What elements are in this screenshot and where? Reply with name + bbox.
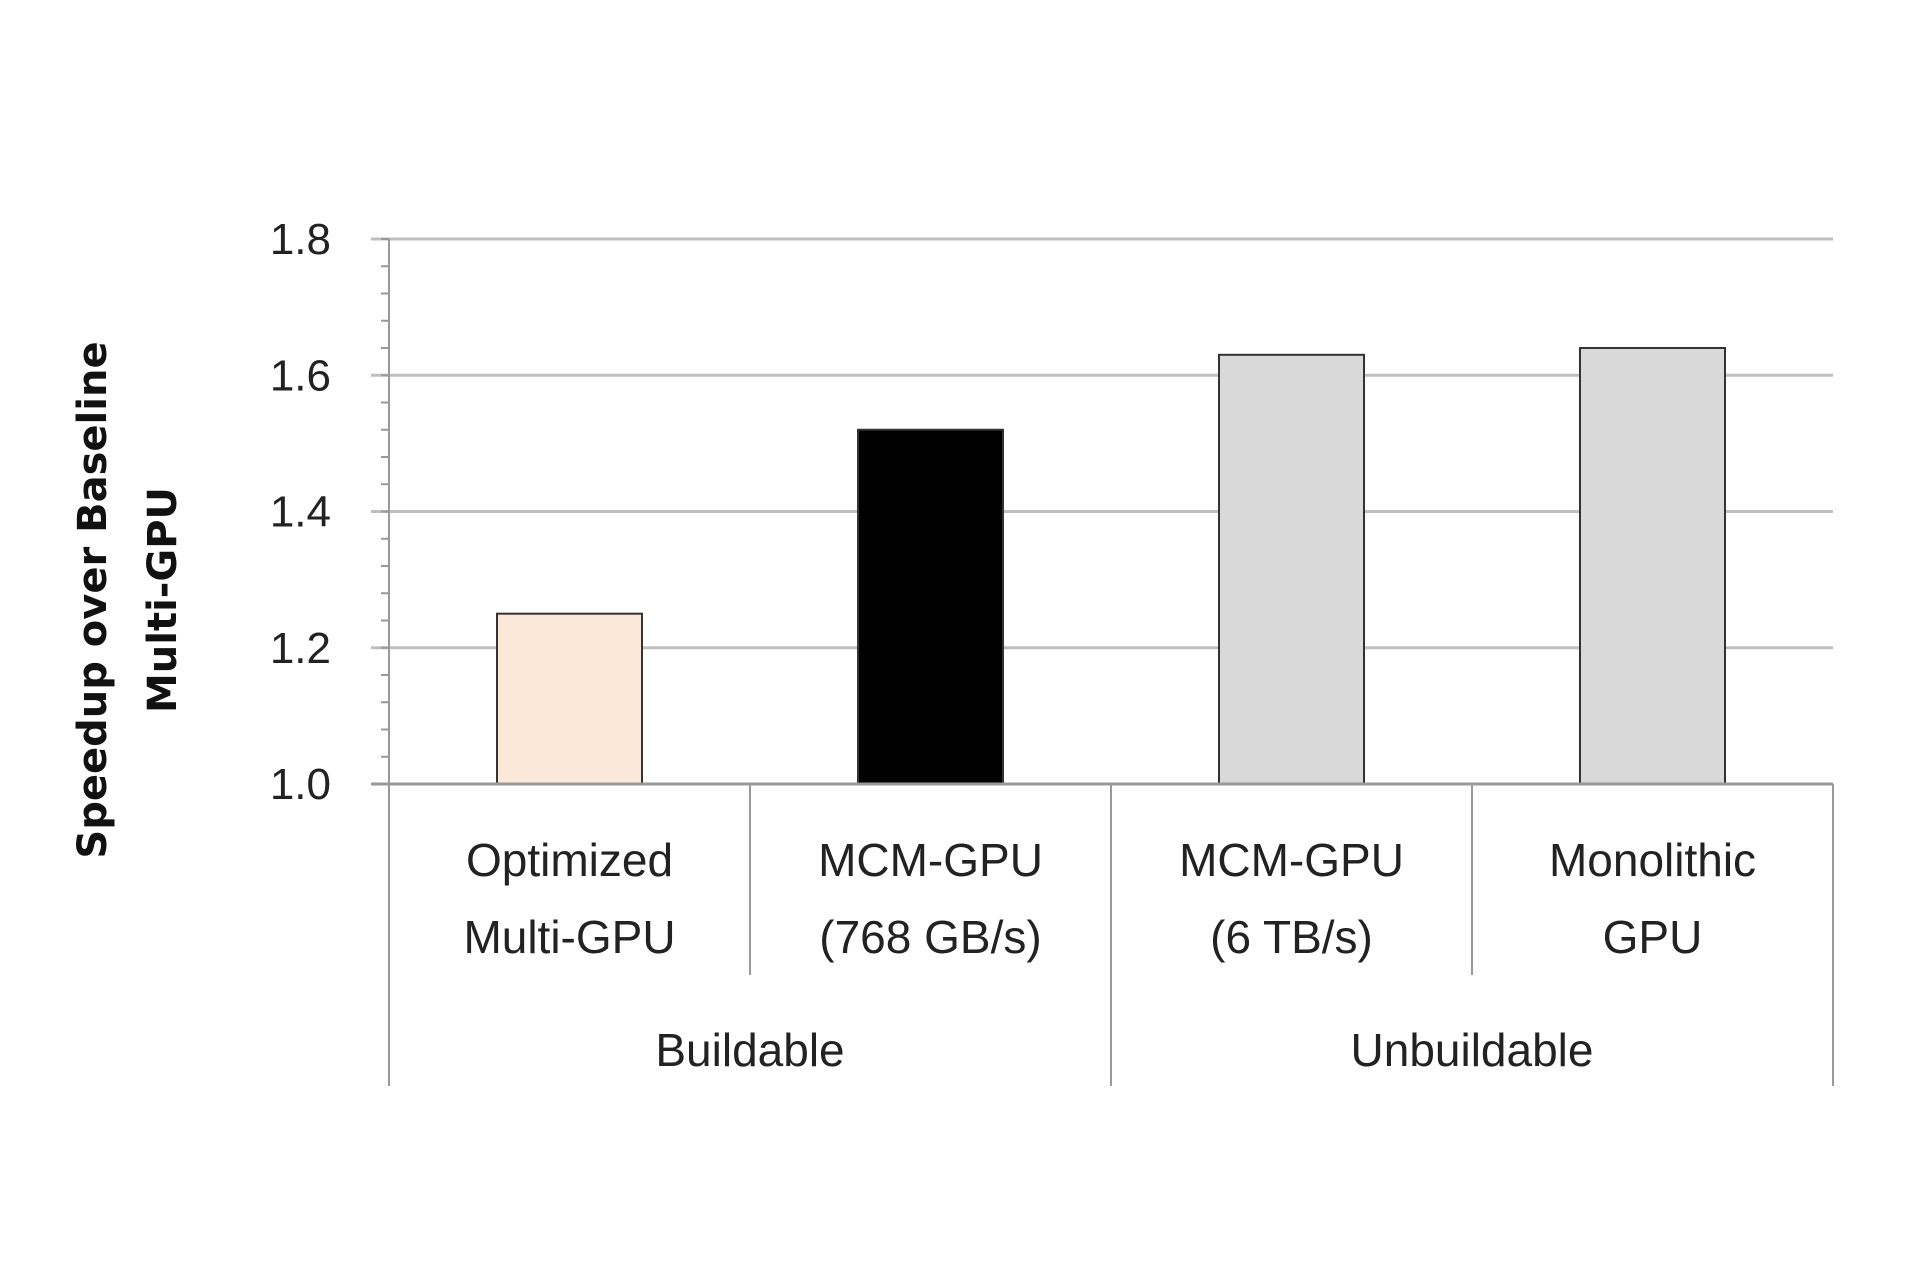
y-tick-label: 1.4 — [270, 488, 331, 537]
bar — [1579, 347, 1726, 785]
bar — [1218, 353, 1365, 785]
x-category-label: MCM-GPU — [1179, 834, 1404, 886]
x-category-label: (6 TB/s) — [1210, 911, 1373, 963]
y-axis-title-line1: Speedup over Baseline — [70, 341, 116, 858]
x-category-label: Optimized — [466, 834, 673, 886]
y-tick-label: 1.8 — [270, 215, 331, 264]
x-axis: Optimized Multi-GPU MCM-GPU (768 GB/s) MCM-G… — [371, 782, 1834, 1086]
bar — [496, 612, 643, 785]
x-category-label: Multi-GPU — [463, 911, 675, 963]
bars — [496, 347, 1726, 785]
y-tick-label: 1.2 — [270, 624, 331, 673]
x-group-label: Buildable — [655, 1024, 844, 1076]
x-category-label: Monolithic — [1549, 834, 1756, 886]
y-tick-label: 1.6 — [270, 351, 331, 400]
y-tick-label: 1.0 — [270, 760, 331, 809]
y-axis-ticks: 1.0 1.2 1.4 1.6 1.8 — [270, 215, 390, 809]
x-category-label: MCM-GPU — [818, 834, 1043, 886]
x-group-label: Unbuildable — [1351, 1024, 1594, 1076]
y-axis-title: Speedup over Baseline Multi-GPU — [70, 341, 186, 858]
y-axis-title-line2: Multi-GPU — [140, 487, 186, 713]
x-category-label: (768 GB/s) — [819, 911, 1041, 963]
x-category-label: GPU — [1603, 911, 1703, 963]
bar — [857, 428, 1004, 785]
